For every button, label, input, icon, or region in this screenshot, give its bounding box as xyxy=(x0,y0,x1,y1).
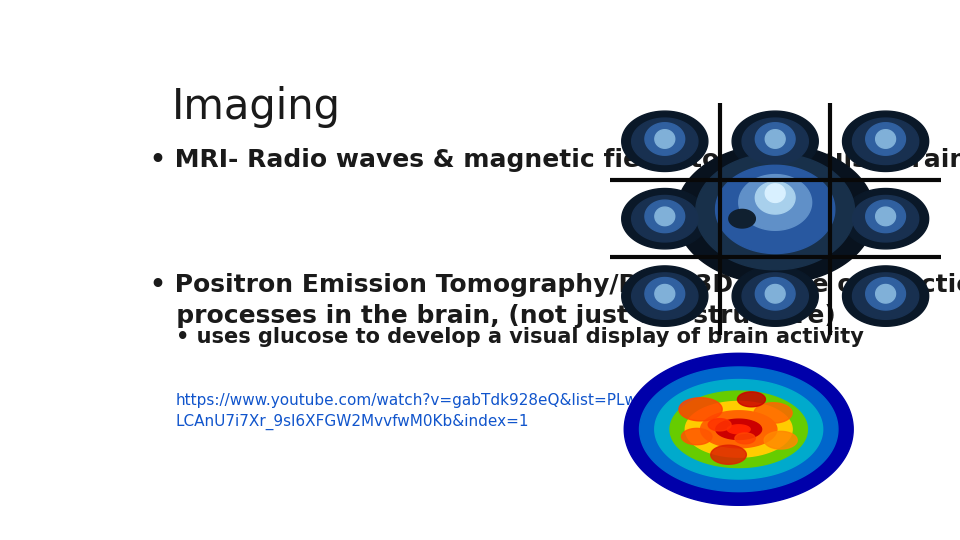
Polygon shape xyxy=(728,425,750,434)
Text: • MRI- Radio waves & magnetic fields to distinguish brain tissue: • MRI- Radio waves & magnetic fields to … xyxy=(150,148,960,172)
Polygon shape xyxy=(645,123,684,155)
Polygon shape xyxy=(655,207,675,226)
Polygon shape xyxy=(739,174,811,230)
Polygon shape xyxy=(756,123,795,155)
Polygon shape xyxy=(735,433,756,444)
Text: Imaging: Imaging xyxy=(172,85,341,127)
Polygon shape xyxy=(732,266,818,326)
Polygon shape xyxy=(622,188,708,249)
Polygon shape xyxy=(742,118,808,165)
Polygon shape xyxy=(843,266,928,326)
Text: https://www.youtube.com/watch?v=gabTdk928eQ&list=PLw2f
LCAnU7i7Xr_9sl6XFGW2Mvvfw: https://www.youtube.com/watch?v=gabTdk92… xyxy=(176,393,653,430)
Polygon shape xyxy=(843,111,928,172)
Polygon shape xyxy=(624,353,853,505)
Text: • uses glucose to develop a visual display of brain activity: • uses glucose to develop a visual displ… xyxy=(176,327,864,347)
Polygon shape xyxy=(876,285,896,303)
Polygon shape xyxy=(866,200,905,233)
Polygon shape xyxy=(876,130,896,148)
Polygon shape xyxy=(645,200,684,233)
Polygon shape xyxy=(685,401,792,457)
Polygon shape xyxy=(843,188,928,249)
Polygon shape xyxy=(765,184,785,202)
Polygon shape xyxy=(764,431,797,449)
Polygon shape xyxy=(866,123,905,155)
Polygon shape xyxy=(852,118,919,165)
Polygon shape xyxy=(708,418,732,431)
Polygon shape xyxy=(696,154,854,270)
Polygon shape xyxy=(679,398,722,421)
Polygon shape xyxy=(756,278,795,310)
Polygon shape xyxy=(716,419,761,440)
Polygon shape xyxy=(737,392,765,407)
Polygon shape xyxy=(676,144,875,284)
Polygon shape xyxy=(670,391,807,468)
Polygon shape xyxy=(732,111,818,172)
Polygon shape xyxy=(655,285,675,303)
Text: • Positron Emission Tomography/PET-  3D image of functional
   processes in the : • Positron Emission Tomography/PET- 3D i… xyxy=(150,273,960,328)
Polygon shape xyxy=(645,278,684,310)
Polygon shape xyxy=(852,195,919,242)
Polygon shape xyxy=(765,284,785,307)
Polygon shape xyxy=(655,380,823,479)
Polygon shape xyxy=(852,273,919,319)
Polygon shape xyxy=(639,367,838,491)
Polygon shape xyxy=(765,130,785,148)
Polygon shape xyxy=(765,285,785,303)
Polygon shape xyxy=(682,428,712,445)
Polygon shape xyxy=(866,278,905,310)
Polygon shape xyxy=(742,273,808,319)
Polygon shape xyxy=(632,118,698,165)
Polygon shape xyxy=(622,266,708,326)
Polygon shape xyxy=(632,195,698,242)
Polygon shape xyxy=(632,273,698,319)
Polygon shape xyxy=(754,403,792,423)
Polygon shape xyxy=(715,165,835,253)
Polygon shape xyxy=(876,207,896,226)
Polygon shape xyxy=(622,111,708,172)
Polygon shape xyxy=(756,181,795,214)
Polygon shape xyxy=(729,210,756,228)
Polygon shape xyxy=(701,411,777,448)
Polygon shape xyxy=(655,130,675,148)
Polygon shape xyxy=(710,445,746,464)
